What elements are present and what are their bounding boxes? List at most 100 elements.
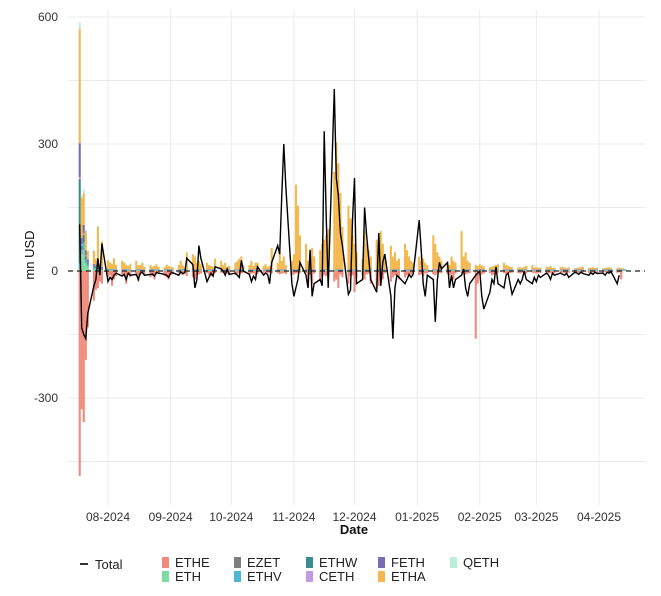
y-tick-label: 300 <box>38 137 58 151</box>
bar-feth <box>86 259 89 263</box>
bar-ethe <box>240 271 243 274</box>
x-tick-label: 12-2024 <box>332 510 376 524</box>
bar-etha <box>207 265 211 270</box>
bar-ethe <box>620 271 623 280</box>
bar-ethe <box>397 271 401 280</box>
bar-ethe <box>454 271 457 274</box>
bar-etha <box>511 267 514 270</box>
bar-ethe <box>252 271 255 274</box>
bar-etha <box>149 265 152 270</box>
bar-etha <box>234 262 237 270</box>
bar-ethv <box>94 268 97 269</box>
bar-etha <box>595 267 599 270</box>
legend-key-qeth <box>450 557 457 568</box>
bar-etha <box>620 268 623 270</box>
bar-qeth <box>80 195 83 198</box>
bar-etha <box>606 267 609 270</box>
bar-ceth <box>78 177 81 180</box>
bar-etha <box>464 252 467 270</box>
bar-etha <box>551 268 554 270</box>
bar-ethe <box>341 271 344 278</box>
bar-eth <box>86 266 89 271</box>
bar-etha <box>476 265 479 270</box>
bar-ethe <box>391 271 394 278</box>
legend-key-etha <box>378 571 385 582</box>
bar-etha <box>581 266 584 270</box>
bar-etha <box>448 265 451 270</box>
bar-ethe <box>420 271 423 275</box>
bar-etha <box>278 252 281 270</box>
bar-feth <box>78 143 81 178</box>
bar-ethe <box>313 271 316 274</box>
bar-ethe <box>292 271 295 275</box>
bar-ethe <box>608 271 611 274</box>
bar-etha <box>153 265 156 270</box>
bar-ethe <box>96 271 99 288</box>
bar-etha <box>412 262 415 270</box>
bar-ethv <box>82 242 85 249</box>
bar-etha <box>252 265 255 270</box>
bar-etha <box>535 267 538 270</box>
bar-etha <box>236 260 239 270</box>
bar-etha <box>426 265 429 270</box>
bar-ethe <box>82 271 85 423</box>
bar-ethe <box>137 271 140 282</box>
bar-etha <box>604 268 607 270</box>
bar-etha <box>195 262 198 270</box>
bar-etha <box>143 266 146 270</box>
bar-ethe <box>185 271 188 277</box>
bar-etha <box>610 268 613 270</box>
bar-ethe <box>323 271 326 276</box>
bar-ethe <box>129 271 132 278</box>
bar-etha <box>222 265 225 270</box>
bar-ethe <box>270 271 273 274</box>
bar-ethe <box>319 271 322 280</box>
legend-key-eth <box>162 571 169 582</box>
bar-ethe <box>474 271 477 339</box>
bar-ethe <box>519 271 522 274</box>
bar-etha <box>209 265 213 270</box>
bar-etha <box>405 250 409 270</box>
bar-eth <box>94 269 97 271</box>
bar-ethe <box>531 271 534 273</box>
bar-ethe <box>268 271 271 273</box>
bar-ethe <box>80 271 83 410</box>
bar-ethe <box>537 271 540 273</box>
bar-etha <box>171 267 174 270</box>
bar-etha <box>393 252 396 270</box>
bar-etha <box>151 266 154 269</box>
bar-eth <box>108 270 112 271</box>
bar-etha <box>523 266 526 270</box>
legend-label-qeth: QETH <box>463 555 499 570</box>
bar-ethe <box>157 271 160 274</box>
bar-etha <box>298 235 302 270</box>
bar-feth <box>100 266 103 269</box>
bar-etha <box>129 264 132 270</box>
bar-ethe <box>284 271 287 274</box>
bar-etha <box>389 246 392 270</box>
bar-ethe <box>121 271 124 276</box>
bar-etha <box>199 264 202 270</box>
bar-ethe <box>432 271 435 275</box>
bar-etha <box>333 171 336 270</box>
bar-etha <box>537 268 540 270</box>
bar-etha <box>608 267 611 270</box>
bar-etha <box>462 256 465 270</box>
bar-etha <box>490 266 493 270</box>
x-tick-labels: 08-2024 09-2024 10-2024 11-2024 12-2024 01-20… <box>86 510 621 524</box>
x-tick-label: 11-2024 <box>272 510 315 524</box>
bar-ethe <box>581 271 584 273</box>
bar-etha <box>228 265 231 270</box>
bar-etha <box>169 266 172 270</box>
bar-etha <box>488 267 491 270</box>
bar-ethe <box>108 271 112 276</box>
bars <box>78 22 627 476</box>
bar-etha <box>108 262 112 269</box>
bar-ezet <box>82 248 85 250</box>
bar-etha <box>296 205 299 270</box>
bar-etha <box>262 265 265 270</box>
bar-ethv <box>78 263 81 269</box>
bar-ethe <box>616 271 619 273</box>
bar-ethe <box>480 271 483 275</box>
